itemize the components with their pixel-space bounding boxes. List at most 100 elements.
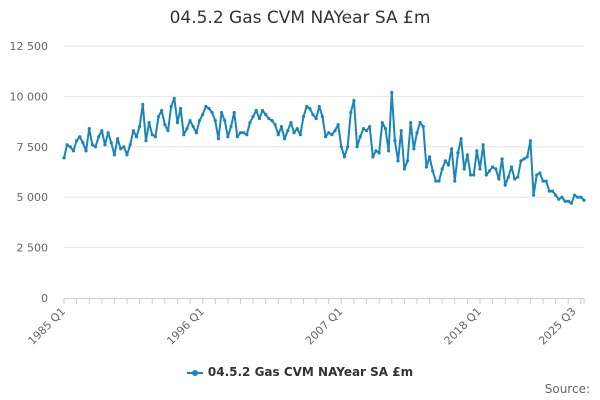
data-point[interactable] xyxy=(383,127,388,131)
data-point[interactable] xyxy=(582,198,586,202)
data-point[interactable] xyxy=(418,121,422,125)
data-point[interactable] xyxy=(509,165,514,169)
data-point[interactable] xyxy=(216,137,221,141)
data-point[interactable] xyxy=(554,193,558,197)
data-point[interactable] xyxy=(191,125,195,129)
data-point[interactable] xyxy=(62,156,66,160)
data-point[interactable] xyxy=(248,121,252,125)
data-point[interactable] xyxy=(361,127,365,131)
data-point[interactable] xyxy=(431,169,435,173)
data-point[interactable] xyxy=(478,167,482,171)
data-point[interactable] xyxy=(459,137,463,141)
data-point[interactable] xyxy=(364,129,369,133)
data-point[interactable] xyxy=(245,133,249,137)
data-point[interactable] xyxy=(547,189,551,193)
data-point[interactable] xyxy=(153,135,157,139)
data-point[interactable] xyxy=(336,123,340,127)
data-point[interactable] xyxy=(305,104,309,109)
data-point[interactable] xyxy=(409,121,413,125)
data-point[interactable] xyxy=(122,145,126,149)
data-point[interactable] xyxy=(264,112,268,117)
data-point[interactable] xyxy=(257,116,261,121)
data-point[interactable] xyxy=(443,159,447,163)
data-point[interactable] xyxy=(279,125,284,129)
data-point[interactable] xyxy=(525,155,529,159)
data-point[interactable] xyxy=(169,104,173,109)
data-point[interactable] xyxy=(339,145,343,149)
data-point[interactable] xyxy=(481,143,485,147)
data-point[interactable] xyxy=(166,129,170,133)
data-point[interactable] xyxy=(141,102,145,107)
data-point[interactable] xyxy=(468,173,473,177)
data-point[interactable] xyxy=(71,149,76,153)
data-point[interactable] xyxy=(84,149,88,153)
data-point[interactable] xyxy=(450,147,454,151)
data-point[interactable] xyxy=(235,135,239,139)
data-point[interactable] xyxy=(440,167,444,171)
data-point[interactable] xyxy=(260,108,265,113)
data-point[interactable] xyxy=(484,173,488,177)
data-point[interactable] xyxy=(185,127,189,131)
legend[interactable]: 04.5.2 Gas CVM NAYear SA £m xyxy=(0,365,600,379)
data-point[interactable] xyxy=(128,143,132,147)
data-point[interactable] xyxy=(301,114,306,119)
data-point[interactable] xyxy=(346,145,350,149)
data-point[interactable] xyxy=(371,155,375,159)
data-point[interactable] xyxy=(144,139,148,143)
data-point[interactable] xyxy=(188,118,192,123)
data-point[interactable] xyxy=(377,151,381,155)
data-point[interactable] xyxy=(475,149,479,153)
data-point[interactable] xyxy=(576,195,580,199)
data-point[interactable] xyxy=(560,195,564,199)
data-point[interactable] xyxy=(254,108,258,113)
data-point[interactable] xyxy=(68,145,72,149)
data-point[interactable] xyxy=(557,197,561,201)
data-point[interactable] xyxy=(519,159,523,163)
data-point[interactable] xyxy=(572,193,577,197)
data-point[interactable] xyxy=(226,135,230,139)
data-point[interactable] xyxy=(242,131,246,135)
data-point[interactable] xyxy=(374,149,378,153)
data-point[interactable] xyxy=(292,131,296,135)
data-point[interactable] xyxy=(323,135,328,139)
data-point[interactable] xyxy=(270,118,274,123)
data-point[interactable] xyxy=(349,110,353,115)
data-point[interactable] xyxy=(456,151,460,155)
data-point[interactable] xyxy=(156,114,161,119)
data-point[interactable] xyxy=(522,157,526,161)
data-point[interactable] xyxy=(286,129,290,133)
data-point[interactable] xyxy=(103,143,107,147)
data-point[interactable] xyxy=(295,127,299,131)
data-point[interactable] xyxy=(90,143,94,147)
data-point[interactable] xyxy=(119,147,123,151)
data-point[interactable] xyxy=(491,165,495,169)
data-point[interactable] xyxy=(393,139,397,143)
data-point[interactable] xyxy=(566,199,570,203)
data-point[interactable] xyxy=(207,106,211,111)
data-point[interactable] xyxy=(238,131,243,135)
data-point[interactable] xyxy=(500,157,504,161)
data-point[interactable] xyxy=(106,131,110,135)
data-point[interactable] xyxy=(172,96,176,101)
data-point[interactable] xyxy=(182,133,186,137)
data-point[interactable] xyxy=(412,147,416,151)
data-point[interactable] xyxy=(125,153,129,157)
data-point[interactable] xyxy=(197,118,202,123)
data-point[interactable] xyxy=(97,135,101,139)
data-point[interactable] xyxy=(352,98,356,103)
data-point[interactable] xyxy=(424,165,429,169)
data-point[interactable] xyxy=(355,145,359,149)
data-point[interactable] xyxy=(251,114,255,119)
data-point[interactable] xyxy=(358,135,362,139)
data-point[interactable] xyxy=(516,175,520,179)
data-point[interactable] xyxy=(134,135,139,139)
data-point[interactable] xyxy=(75,139,79,143)
data-point[interactable] xyxy=(396,159,400,163)
data-point[interactable] xyxy=(541,179,545,183)
data-point[interactable] xyxy=(528,139,533,143)
data-point[interactable] xyxy=(175,121,180,125)
data-point[interactable] xyxy=(550,189,555,193)
data-point[interactable] xyxy=(100,129,104,133)
data-point[interactable] xyxy=(446,163,451,167)
data-point[interactable] xyxy=(131,129,135,133)
